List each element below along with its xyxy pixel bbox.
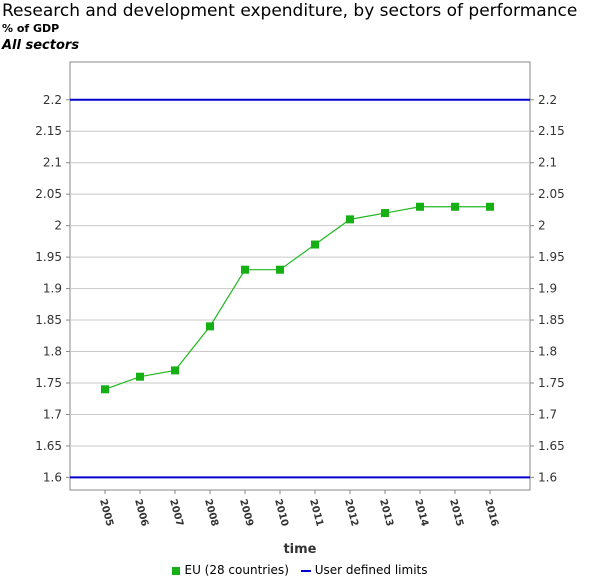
y-tick-label: 1.7 (43, 407, 62, 421)
chart-unit: % of GDP (2, 22, 60, 35)
y-tick-label: 1.6 (538, 470, 557, 484)
y-tick-label: 2.15 (538, 124, 565, 138)
legend: EU (28 countries) User defined limits (0, 563, 600, 577)
y-tick-label: 2 (54, 219, 62, 233)
y-tick-label: 2.15 (35, 124, 62, 138)
data-point (171, 366, 179, 375)
limit-lines (70, 98, 530, 479)
y-tick-label: 2.1 (43, 156, 62, 170)
data-point (346, 215, 354, 224)
data-point (486, 202, 494, 211)
x-tick-label: 2015 (447, 498, 465, 528)
y-tick-label: 2.05 (35, 187, 62, 201)
data-point (416, 202, 424, 211)
data-point (101, 385, 109, 394)
data-point (311, 240, 319, 249)
x-tick-label: 2006 (132, 498, 150, 528)
y-tick-label: 1.65 (538, 439, 565, 453)
x-tick-label: 2009 (237, 498, 255, 528)
series-eu (101, 202, 494, 394)
y-tick-label: 1.8 (43, 345, 62, 359)
data-point (241, 265, 249, 274)
y-axis-left: 1.6 1.65 1.7 1.75 1.8 1.85 1.9 1.95 2 2.05 2.1 2.15… (35, 93, 70, 484)
x-tick-label: 2008 (202, 498, 220, 528)
y-tick-label: 1.9 (538, 282, 557, 296)
x-tick-label: 2012 (342, 498, 360, 528)
chart-title: Research and development expenditure, by… (2, 1, 578, 21)
y-tick-label: 2 (538, 219, 546, 233)
y-tick-label: 1.85 (35, 313, 62, 327)
y-tick-label: 1.7 (538, 407, 557, 421)
data-point (136, 372, 144, 381)
y-tick-label: 2.1 (538, 156, 557, 170)
x-tick-label: 2013 (377, 498, 395, 528)
legend-item-limits: User defined limits (300, 563, 428, 577)
x-tick-label: 2010 (272, 498, 290, 528)
data-point (276, 265, 284, 274)
x-axis: 2005 2006 2007 2008 2009 2010 2011 2012 2013 2014… (97, 490, 500, 528)
legend-series-label: EU (28 countries) (184, 563, 289, 577)
y-tick-label: 1.6 (43, 470, 62, 484)
data-point (381, 209, 389, 218)
legend-item-series: EU (28 countries) (172, 563, 289, 577)
x-tick-label: 2005 (97, 498, 115, 528)
y-tick-label: 1.8 (538, 345, 557, 359)
y-tick-label: 1.95 (538, 250, 565, 264)
y-tick-label: 1.95 (35, 250, 62, 264)
y-tick-label: 1.75 (35, 376, 62, 390)
y-tick-label: 1.85 (538, 313, 565, 327)
legend-limits-label: User defined limits (314, 563, 428, 577)
plot-area (69, 61, 531, 491)
chart-sector: All sectors (2, 38, 80, 53)
series-line (104, 206, 490, 390)
y-tick-label: 2.05 (538, 187, 565, 201)
y-tick-label: 2.2 (43, 93, 62, 107)
data-point (451, 202, 459, 211)
x-axis-label: time (283, 542, 316, 557)
x-tick-label: 2007 (167, 498, 185, 528)
x-tick-label: 2016 (482, 498, 500, 528)
y-tick-label: 1.9 (43, 282, 62, 296)
y-tick-label: 1.65 (35, 439, 62, 453)
y-axis-right: 1.6 1.65 1.7 1.75 1.8 1.85 1.9 1.95 2 2.05 2.1 2.15… (530, 93, 565, 484)
series-swatch-icon (172, 566, 181, 575)
data-point (206, 322, 214, 331)
x-tick-label: 2014 (412, 498, 430, 528)
y-tick-label: 1.75 (538, 376, 565, 390)
y-tick-label: 2.2 (538, 93, 557, 107)
limits-swatch-icon (300, 569, 311, 572)
x-tick-label: 2011 (307, 498, 325, 528)
